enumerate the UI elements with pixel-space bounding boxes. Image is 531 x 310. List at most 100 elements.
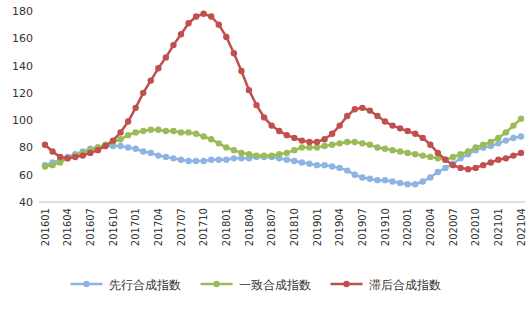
x-tick-label: 201904 bbox=[334, 208, 345, 246]
series-point bbox=[389, 147, 395, 153]
series-point bbox=[382, 118, 388, 124]
legend-label: 先行合成指数 bbox=[109, 278, 181, 292]
series-point bbox=[132, 146, 138, 152]
series-point bbox=[140, 128, 146, 134]
series-point bbox=[374, 144, 380, 150]
series-point bbox=[193, 131, 199, 137]
series-point bbox=[352, 172, 358, 178]
series-point bbox=[336, 165, 342, 171]
series-point bbox=[299, 137, 305, 143]
series-point bbox=[420, 152, 426, 158]
series-point bbox=[472, 144, 478, 150]
series-point bbox=[397, 180, 403, 186]
series-point bbox=[389, 178, 395, 184]
series-point bbox=[284, 132, 290, 138]
series-point bbox=[336, 122, 342, 128]
y-tick-label: 100 bbox=[12, 114, 33, 127]
series-point bbox=[427, 154, 433, 160]
legend-marker bbox=[213, 281, 219, 287]
series-point bbox=[193, 158, 199, 164]
series-point bbox=[510, 122, 516, 128]
y-tick-label: 160 bbox=[12, 32, 33, 45]
series-line bbox=[45, 137, 521, 185]
series-point bbox=[329, 163, 335, 169]
x-tick-label: 202001 bbox=[402, 208, 413, 246]
series-point bbox=[329, 131, 335, 137]
series-point bbox=[216, 157, 222, 163]
series-point bbox=[306, 139, 312, 145]
series-point bbox=[412, 131, 418, 137]
series-point bbox=[450, 154, 456, 160]
x-tick-label: 202101 bbox=[493, 208, 504, 246]
series-point bbox=[148, 126, 154, 132]
series-point bbox=[367, 176, 373, 182]
series-point bbox=[404, 128, 410, 134]
series-point bbox=[170, 155, 176, 161]
series-point bbox=[155, 152, 161, 158]
series-point bbox=[314, 139, 320, 145]
series-point bbox=[367, 107, 373, 113]
y-tick-label: 60 bbox=[19, 169, 33, 182]
plot-area bbox=[42, 11, 524, 188]
x-tick-label: 202004 bbox=[425, 208, 436, 246]
series-point bbox=[374, 113, 380, 119]
x-axis-line bbox=[39, 202, 525, 203]
series-point bbox=[185, 129, 191, 135]
series-point bbox=[465, 148, 471, 154]
series-point bbox=[291, 147, 297, 153]
series-point bbox=[110, 137, 116, 143]
series-point bbox=[276, 151, 282, 157]
series-point bbox=[420, 178, 426, 184]
series-point bbox=[488, 139, 494, 145]
series-point bbox=[185, 20, 191, 26]
series-point bbox=[306, 161, 312, 167]
series-point bbox=[140, 148, 146, 154]
x-tick-label: 201710 bbox=[198, 208, 209, 246]
series-point bbox=[253, 152, 259, 158]
series-point bbox=[480, 162, 486, 168]
series-point bbox=[42, 142, 48, 148]
series-point bbox=[125, 132, 131, 138]
series-point bbox=[404, 181, 410, 187]
series-point bbox=[503, 155, 509, 161]
series-point bbox=[163, 154, 169, 160]
series-point bbox=[208, 157, 214, 163]
y-tick-label: 120 bbox=[12, 87, 33, 100]
series-point bbox=[299, 144, 305, 150]
series-point bbox=[495, 135, 501, 141]
series-point bbox=[457, 165, 463, 171]
series-point bbox=[87, 150, 93, 156]
x-tick-label: 201801 bbox=[221, 208, 232, 246]
series-point bbox=[397, 148, 403, 154]
series-point bbox=[246, 87, 252, 93]
series-point bbox=[495, 157, 501, 163]
x-tick-label: 201804 bbox=[244, 208, 255, 246]
series-point bbox=[420, 135, 426, 141]
series-point bbox=[276, 128, 282, 134]
legend-label: 一致合成指数 bbox=[239, 278, 311, 292]
series-point bbox=[397, 125, 403, 131]
series-point bbox=[95, 147, 101, 153]
x-tick-label: 201610 bbox=[108, 208, 119, 246]
series-point bbox=[344, 113, 350, 119]
series-point bbox=[503, 129, 509, 135]
x-tick-label: 201604 bbox=[62, 208, 73, 246]
series-point bbox=[435, 150, 441, 156]
series-point bbox=[374, 177, 380, 183]
series-point bbox=[253, 102, 259, 108]
series-point bbox=[314, 144, 320, 150]
series-point bbox=[442, 165, 448, 171]
x-tick-label: 201704 bbox=[153, 208, 164, 246]
series-point bbox=[367, 142, 373, 148]
series-point bbox=[117, 143, 123, 149]
series-point bbox=[495, 140, 501, 146]
series-point bbox=[238, 150, 244, 156]
series-point bbox=[284, 157, 290, 163]
series-point bbox=[321, 136, 327, 142]
series-point bbox=[57, 154, 63, 160]
y-tick-label: 180 bbox=[12, 5, 33, 18]
legend-label: 滞后合成指数 bbox=[369, 278, 441, 292]
series-point bbox=[359, 140, 365, 146]
series-point bbox=[231, 147, 237, 153]
series-point bbox=[412, 151, 418, 157]
